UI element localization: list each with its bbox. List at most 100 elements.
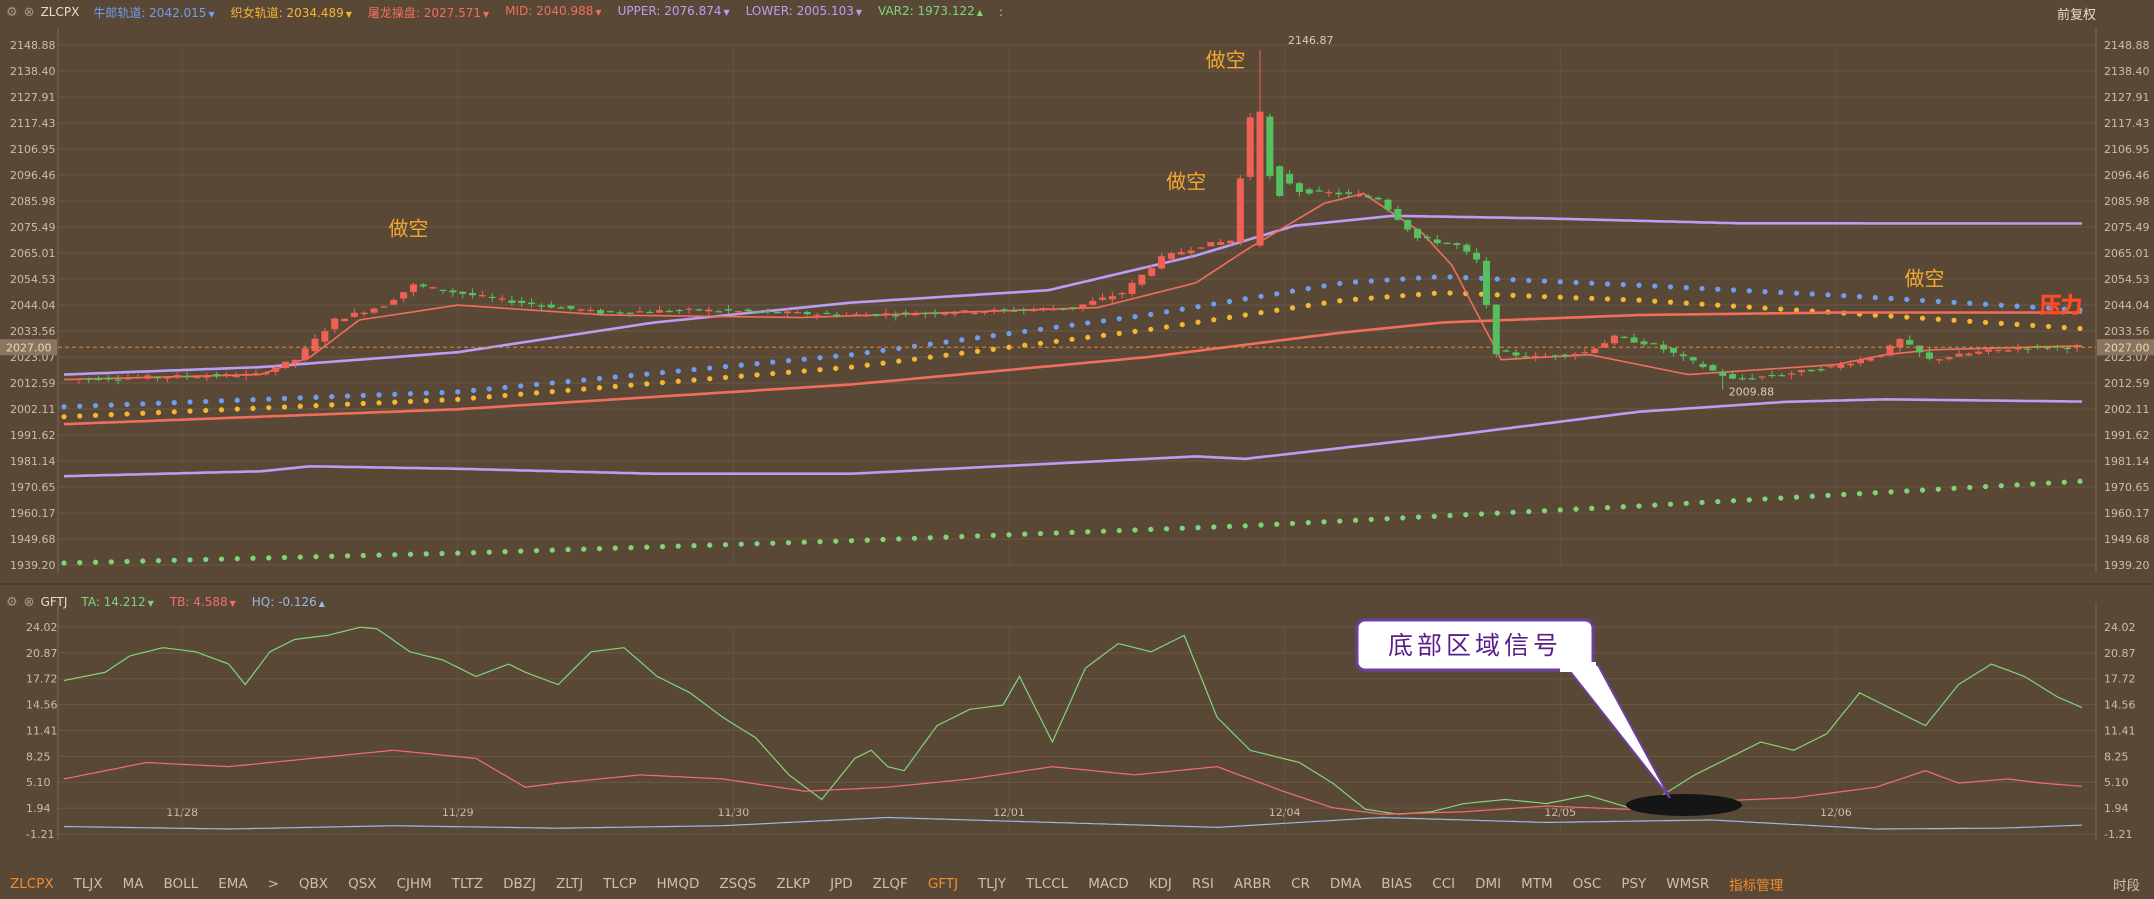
more-icon[interactable]: : — [998, 5, 1003, 19]
main-legend-item[interactable]: 织女轨道: 2034.489 ▼ — [231, 4, 352, 21]
series-dot — [549, 380, 555, 386]
sub-legend-item[interactable]: TB: 4.588 ▼ — [170, 595, 236, 609]
indicator-tab[interactable]: TLCCL — [1026, 875, 1069, 892]
low-label: 2009.88 — [1729, 386, 1775, 399]
chart-canvas[interactable]: 2148.88 2148.88 2138.40 2138.40 2127.91 2127.… — [0, 0, 2154, 868]
y-tick-label: 1960.17 — [10, 507, 56, 520]
series-dot — [61, 404, 67, 410]
candle-body — [1433, 239, 1441, 244]
sub-legend-item[interactable]: TA: 14.212 ▼ — [81, 595, 153, 609]
series-dot — [1431, 290, 1437, 296]
series-dot — [848, 352, 855, 358]
series-dot — [1699, 301, 1705, 307]
indicator-tab[interactable]: ARBR — [1233, 875, 1272, 892]
candle — [1345, 188, 1353, 197]
candle-body — [852, 314, 860, 316]
indicator-tab[interactable]: QSX — [348, 875, 377, 892]
indicator-tab[interactable]: 指标管理 — [1729, 877, 1784, 894]
candle — [1049, 304, 1057, 311]
indicator-tab[interactable]: ZLCPX — [10, 875, 54, 892]
series-dot — [1478, 275, 1485, 281]
candle-body — [1561, 354, 1569, 357]
indicator-tab[interactable]: ZLTJ — [556, 875, 584, 892]
series-dot — [1148, 311, 1154, 317]
indicator-tab[interactable]: GFTJ — [927, 875, 959, 892]
series-dot — [1809, 291, 1815, 297]
indicator-tab[interactable]: PSY — [1621, 875, 1647, 892]
series-dot — [1116, 527, 1122, 534]
indicator-tab[interactable]: WMSR — [1666, 875, 1710, 892]
indicator-tab[interactable]: CJHM — [396, 875, 432, 892]
indicator-tab[interactable]: DMI — [1475, 875, 1502, 892]
candle — [272, 364, 280, 376]
candle — [2004, 346, 2012, 353]
gear-icon[interactable]: ⚙ — [6, 594, 18, 610]
series-dot — [675, 368, 681, 374]
indicator-tab[interactable]: CR — [1291, 875, 1310, 892]
indicator-tab[interactable]: BOLL — [163, 875, 199, 892]
indicator-tab[interactable]: OSC — [1572, 875, 1602, 892]
series-dot — [581, 546, 587, 552]
indicator-tab[interactable]: MTM — [1521, 875, 1553, 892]
indicator-tab[interactable]: HMQD — [656, 875, 700, 892]
indicator-tab[interactable]: MACD — [1088, 875, 1129, 892]
series-dot — [1541, 508, 1548, 514]
adjust-mode-button[interactable]: 前复权 — [2056, 8, 2096, 23]
series-dot — [1683, 300, 1689, 306]
series-dot — [266, 405, 272, 411]
main-legend-item[interactable]: LOWER: 2005.103 ▼ — [746, 4, 862, 21]
indicator-tab[interactable]: DBZJ — [503, 875, 537, 892]
sub-legend-item[interactable]: HQ: -0.126 ▲ — [252, 595, 325, 609]
main-indicator-name[interactable]: ZLCPX — [40, 5, 80, 19]
period-button[interactable]: 时段 — [2113, 877, 2140, 894]
y-tick-label: 24.02 — [26, 621, 58, 634]
indicator-tab[interactable]: TLJX — [73, 875, 103, 892]
candle — [1108, 291, 1116, 303]
indicator-tab[interactable]: EMA — [218, 875, 248, 892]
series-dot — [1132, 527, 1138, 533]
indicator-tab[interactable]: ZLQF — [872, 875, 908, 892]
indicator-tab[interactable]: TLCP — [603, 875, 637, 892]
candle-body — [1748, 378, 1756, 380]
indicator-tab[interactable]: KDJ — [1148, 875, 1172, 892]
candle-body — [636, 311, 644, 313]
candle-body — [1423, 236, 1431, 239]
sub-indicator-name[interactable]: GFTJ — [40, 595, 68, 609]
close-icon[interactable]: ⊗ — [23, 4, 35, 20]
indicator-tab[interactable]: DMA — [1329, 875, 1362, 892]
main-legend-item[interactable]: VAR2: 1973.122 ▲ — [878, 4, 983, 21]
series-dot — [1195, 525, 1201, 531]
close-icon[interactable]: ⊗ — [23, 594, 35, 610]
candle-body — [1482, 260, 1490, 305]
main-legend-item[interactable]: UPPER: 2076.874 ▼ — [618, 4, 730, 21]
indicator-tab[interactable]: RSI — [1191, 875, 1214, 892]
main-legend-item[interactable]: MID: 2040.988 ▼ — [505, 4, 601, 21]
main-legend-item[interactable]: 屠龙操盘: 2027.571 ▼ — [368, 4, 489, 21]
gear-icon[interactable]: ⚙ — [6, 4, 18, 20]
candle — [1414, 228, 1422, 242]
y-tick-label: 2065.01 — [2104, 247, 2150, 260]
indicator-tab[interactable]: CCI — [1432, 875, 1456, 892]
indicator-tab[interactable]: TLJY — [978, 875, 1007, 892]
series-dot — [376, 552, 382, 558]
main-legend-item[interactable]: 牛郎轨道: 2042.015 ▼ — [93, 4, 214, 21]
chevron-right-icon[interactable]: > — [267, 875, 279, 892]
series-dot — [848, 538, 855, 544]
series-dot — [1620, 504, 1626, 510]
candle — [616, 310, 624, 316]
indicator-tab[interactable]: JPD — [830, 875, 853, 892]
indicator-tab[interactable]: QBX — [298, 875, 329, 892]
indicator-tab[interactable]: MA — [122, 875, 144, 892]
series-dot — [1762, 305, 1768, 311]
indicator-tab[interactable]: ZLKP — [776, 875, 811, 892]
indicator-tab[interactable]: ZSQS — [719, 875, 757, 892]
candle-body — [537, 305, 545, 307]
series-dot — [1494, 276, 1500, 282]
candle — [734, 310, 742, 316]
indicator-tab[interactable]: TLTZ — [451, 875, 484, 892]
indicator-tab[interactable]: BIAS — [1381, 875, 1413, 892]
legend-value: TB: 4.588 — [169, 595, 228, 609]
series-dot — [628, 382, 634, 388]
candle — [508, 295, 516, 306]
series-dot — [1888, 295, 1894, 302]
